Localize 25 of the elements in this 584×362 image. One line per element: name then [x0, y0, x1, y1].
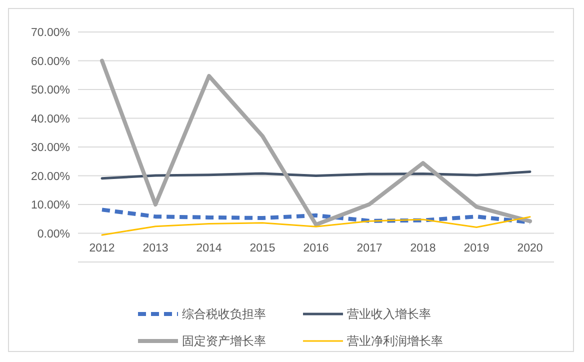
line-series	[100, 208, 532, 224]
y-tick-label: 50.00%	[30, 84, 70, 97]
x-tick-label: 2018	[410, 242, 436, 254]
x-tick-label: 2013	[142, 242, 168, 254]
y-tick-label: 10.00%	[30, 200, 70, 212]
x-tick-label: 2017	[356, 242, 382, 254]
y-tick-label: 20.00%	[30, 170, 70, 183]
x-tick-label: 2016	[303, 242, 329, 254]
legend-label: 综合税收负担率	[182, 307, 266, 322]
line-series	[100, 170, 532, 180]
y-tick-label: 70.00%	[30, 27, 70, 40]
y-tick-label: 30.00%	[30, 142, 70, 154]
line-series	[101, 216, 531, 236]
y-tick-label: 40.00%	[30, 113, 70, 126]
x-tick-label: 2014	[196, 242, 222, 254]
y-tick-label: 0.00%	[37, 228, 70, 240]
line-series	[100, 58, 532, 227]
x-tick-label: 2015	[250, 242, 276, 254]
legend-label: 固定资产增长率	[182, 334, 266, 348]
legend-label: 营业净利润增长率	[347, 334, 443, 348]
x-tick-label: 2019	[464, 242, 490, 254]
legend-label: 营业收入增长率	[347, 307, 431, 322]
x-tick-label: 2012	[89, 242, 115, 254]
x-tick-label: 2020	[517, 242, 543, 254]
y-tick-label: 60.00%	[30, 56, 70, 68]
